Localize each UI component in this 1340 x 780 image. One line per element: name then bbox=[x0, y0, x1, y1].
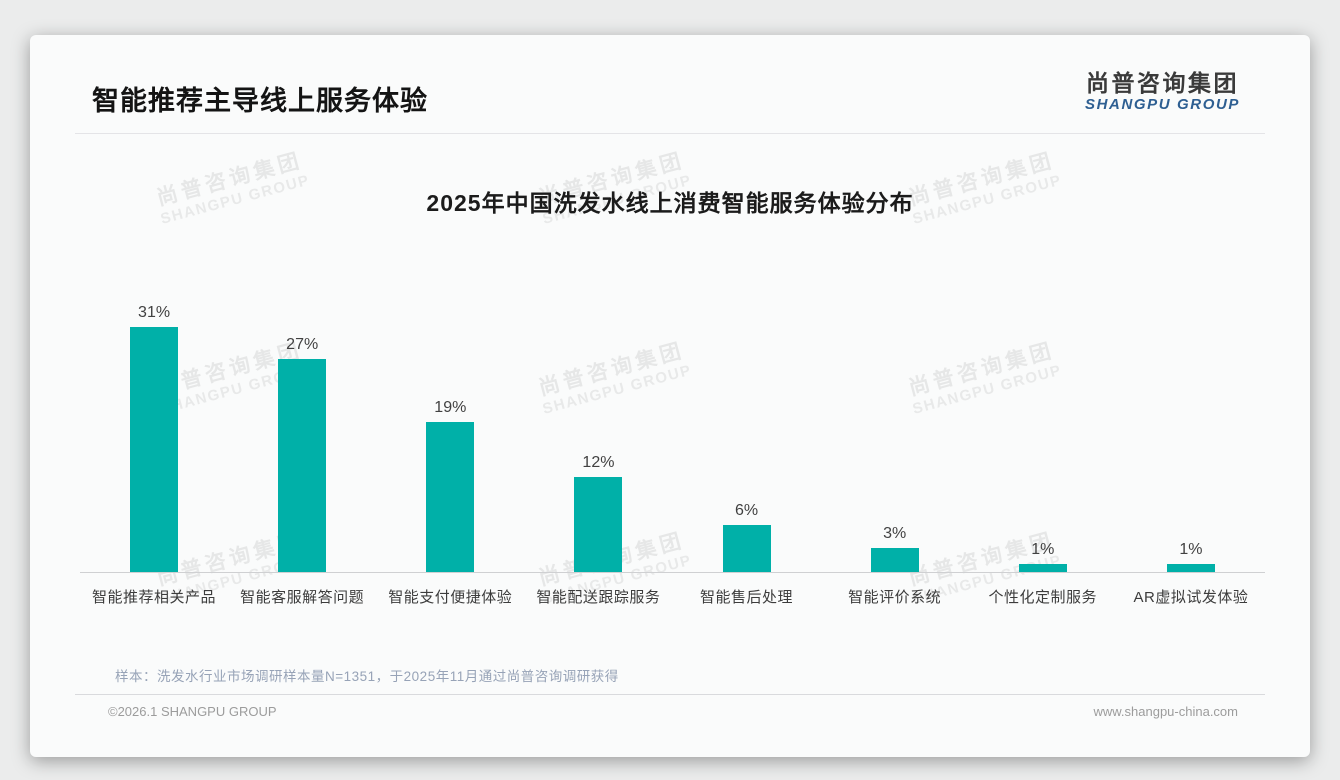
bar bbox=[1166, 564, 1215, 572]
footer-divider bbox=[75, 694, 1265, 695]
bar-value-label: 1% bbox=[1179, 541, 1203, 558]
bar-group: 27% bbox=[228, 240, 376, 572]
chart-x-axis: 智能推荐相关产品 智能客服解答问题 智能支付便捷体验 智能配送跟踪服务 智能售后处理 智能… bbox=[80, 572, 1265, 607]
bar-group: 31% bbox=[80, 240, 228, 572]
bar-value-label: 27% bbox=[286, 336, 319, 353]
header-divider bbox=[75, 133, 1265, 134]
bar-value-label: 3% bbox=[883, 525, 907, 542]
bar-value-label: 19% bbox=[434, 399, 467, 416]
x-axis-category-label: 个性化定制服务 bbox=[988, 589, 1098, 606]
bar bbox=[278, 359, 327, 572]
logo-chinese-name: 尚普咨询集团 bbox=[1086, 70, 1239, 96]
bar-group: 3% bbox=[821, 240, 969, 572]
bar-group: 19% bbox=[376, 240, 524, 572]
x-axis-category-label: AR虚拟试发体验 bbox=[1133, 589, 1249, 606]
bar-value-label: 31% bbox=[138, 304, 171, 321]
bar bbox=[426, 422, 475, 572]
bar-value-label: 6% bbox=[735, 502, 759, 519]
sample-note: 样本：洗发水行业市场调研样本量N=1351，于2025年11月通过尚普咨询调研获… bbox=[115, 669, 619, 684]
slide-content: 智能推荐主导线上服务体验 尚普咨询集团 SHANGPU GROUP 2025年中… bbox=[30, 35, 1310, 757]
slide-header: 智能推荐主导线上服务体验 尚普咨询集团 SHANGPU GROUP bbox=[30, 35, 1310, 118]
slide-footer: ©2026.1 SHANGPU GROUP www.shangpu-china.… bbox=[30, 695, 1310, 719]
x-axis-category-label: 智能评价系统 bbox=[848, 589, 942, 606]
bar-group: 6% bbox=[673, 240, 821, 572]
logo-english-name: SHANGPU GROUP bbox=[1085, 95, 1240, 113]
x-axis-category-label: 智能客服解答问题 bbox=[240, 589, 365, 606]
x-axis-category-label: 智能推荐相关产品 bbox=[92, 589, 217, 606]
x-axis-category-label: 智能支付便捷体验 bbox=[388, 589, 513, 606]
company-logo: 尚普咨询集团 SHANGPU GROUP bbox=[1085, 70, 1240, 114]
bar-value-label: 1% bbox=[1031, 541, 1055, 558]
report-slide: 尚普咨询集团 SHANGPU GROUP 尚普咨询集团 SHANGPU GROUP 尚普… bbox=[30, 35, 1310, 757]
bar bbox=[870, 548, 919, 572]
chart-title: 2025年中国洗发水线上消费智能服务体验分布 bbox=[426, 190, 914, 216]
bar-group: 12% bbox=[524, 240, 672, 572]
website-url: www.shangpu-china.com bbox=[1093, 704, 1238, 719]
bar-value-label: 12% bbox=[582, 454, 615, 471]
page-title: 智能推荐主导线上服务体验 bbox=[92, 86, 428, 116]
bar bbox=[1018, 564, 1067, 572]
copyright-text: ©2026.1 SHANGPU GROUP bbox=[108, 704, 277, 719]
bar-group: 1% bbox=[969, 240, 1117, 572]
bar-group: 1% bbox=[1117, 240, 1265, 572]
x-axis-category-label: 智能配送跟踪服务 bbox=[536, 589, 661, 606]
bar bbox=[574, 477, 623, 572]
bar bbox=[722, 525, 771, 572]
bar-chart: 31% 27% 19% 12% 6% 3% 1% 1% 智能推荐相关产品 智能客服解答问题 智能支… bbox=[80, 240, 1265, 607]
x-axis-category-label: 智能售后处理 bbox=[700, 589, 794, 606]
bar bbox=[130, 327, 179, 572]
chart-bars-area: 31% 27% 19% 12% 6% 3% 1% 1% bbox=[80, 240, 1265, 572]
